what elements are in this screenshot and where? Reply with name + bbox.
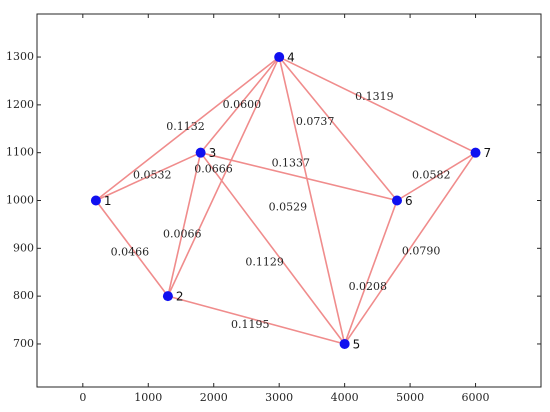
edge-label-2-5: 0.1195 (231, 318, 270, 331)
edge-label-4-5: 0.0529 (269, 201, 308, 214)
node-label-2: 2 (176, 290, 184, 304)
edge-3-4 (200, 56, 280, 154)
edge-5-7 (343, 152, 477, 345)
node-2 (162, 291, 173, 302)
edge-2-4 (167, 56, 280, 297)
node-labels-layer: 1 2 3 4 5 6 7 (104, 51, 491, 352)
edge-4-5 (278, 56, 346, 345)
y-tick-label: 1100 (6, 146, 34, 159)
edge-label-3-5: 0.1129 (245, 255, 284, 268)
edge-label-1-3: 0.0532 (133, 169, 172, 182)
edge-label-3-4: 0.0600 (223, 98, 262, 111)
edge-label-5-7: 0.0790 (402, 244, 441, 257)
x-tick-label: 1000 (134, 391, 162, 404)
x-tick-label: 5000 (396, 391, 424, 404)
node-7 (470, 147, 481, 158)
edge-2-5 (167, 295, 345, 345)
node-label-6: 6 (405, 194, 413, 208)
node-label-5: 5 (353, 337, 361, 351)
y-tick-label: 700 (13, 337, 34, 350)
edges-layer (95, 56, 477, 345)
y-tick-label: 900 (13, 241, 34, 254)
y-tick-label: 1300 (6, 50, 34, 63)
edge-label-2-4: 0.0666 (194, 163, 233, 176)
x-tick-label: 3000 (265, 391, 293, 404)
edge-2-3 (167, 152, 202, 297)
edge-labels-layer: 0.1132 0.0532 0.0466 0.0600 0.0066 0.0666 0.13… (111, 90, 451, 331)
node-3 (195, 147, 206, 158)
edge-label-4-6: 0.0737 (296, 115, 335, 128)
node-1 (90, 195, 101, 206)
y-tick-label: 1200 (6, 98, 34, 111)
node-4 (274, 52, 285, 63)
x-tick-label: 0 (79, 391, 86, 404)
x-tick-label: 6000 (462, 391, 490, 404)
x-tick-label: 4000 (331, 391, 359, 404)
edge-label-4-7: 0.1319 (355, 90, 394, 103)
edge-label-2-3: 0.0066 (163, 227, 202, 240)
edge-label-6-7: 0.0582 (412, 169, 451, 182)
node-label-3: 3 (209, 146, 217, 160)
node-label-4: 4 (287, 51, 295, 65)
node-label-1: 1 (104, 194, 112, 208)
x-tick-label: 2000 (200, 391, 228, 404)
edge-label-3-6: 0.1337 (272, 157, 311, 170)
edge-3-5 (199, 152, 346, 345)
nodes-layer (90, 52, 481, 349)
edge-1-2 (95, 200, 169, 297)
edge-6-7 (396, 151, 476, 202)
node-5 (339, 338, 350, 349)
edge-1-4 (95, 56, 280, 202)
y-axis: 700 800 900 1000 1100 1200 1300 (6, 50, 541, 350)
edge-4-6 (278, 56, 398, 202)
edge-4-7 (278, 56, 476, 154)
y-tick-label: 800 (13, 289, 34, 302)
x-axis: 0 1000 2000 3000 4000 5000 6000 (79, 14, 490, 404)
edge-label-5-6: 0.0208 (349, 280, 388, 293)
edge-label-1-4: 0.1132 (166, 120, 205, 133)
edge-5-6 (343, 200, 398, 345)
node-label-7: 7 (484, 146, 492, 160)
edge-3-6 (200, 151, 398, 202)
edge-1-3 (95, 151, 201, 202)
node-6 (392, 195, 402, 206)
y-tick-label: 1000 (6, 194, 34, 207)
edge-label-1-2: 0.0466 (111, 245, 150, 258)
